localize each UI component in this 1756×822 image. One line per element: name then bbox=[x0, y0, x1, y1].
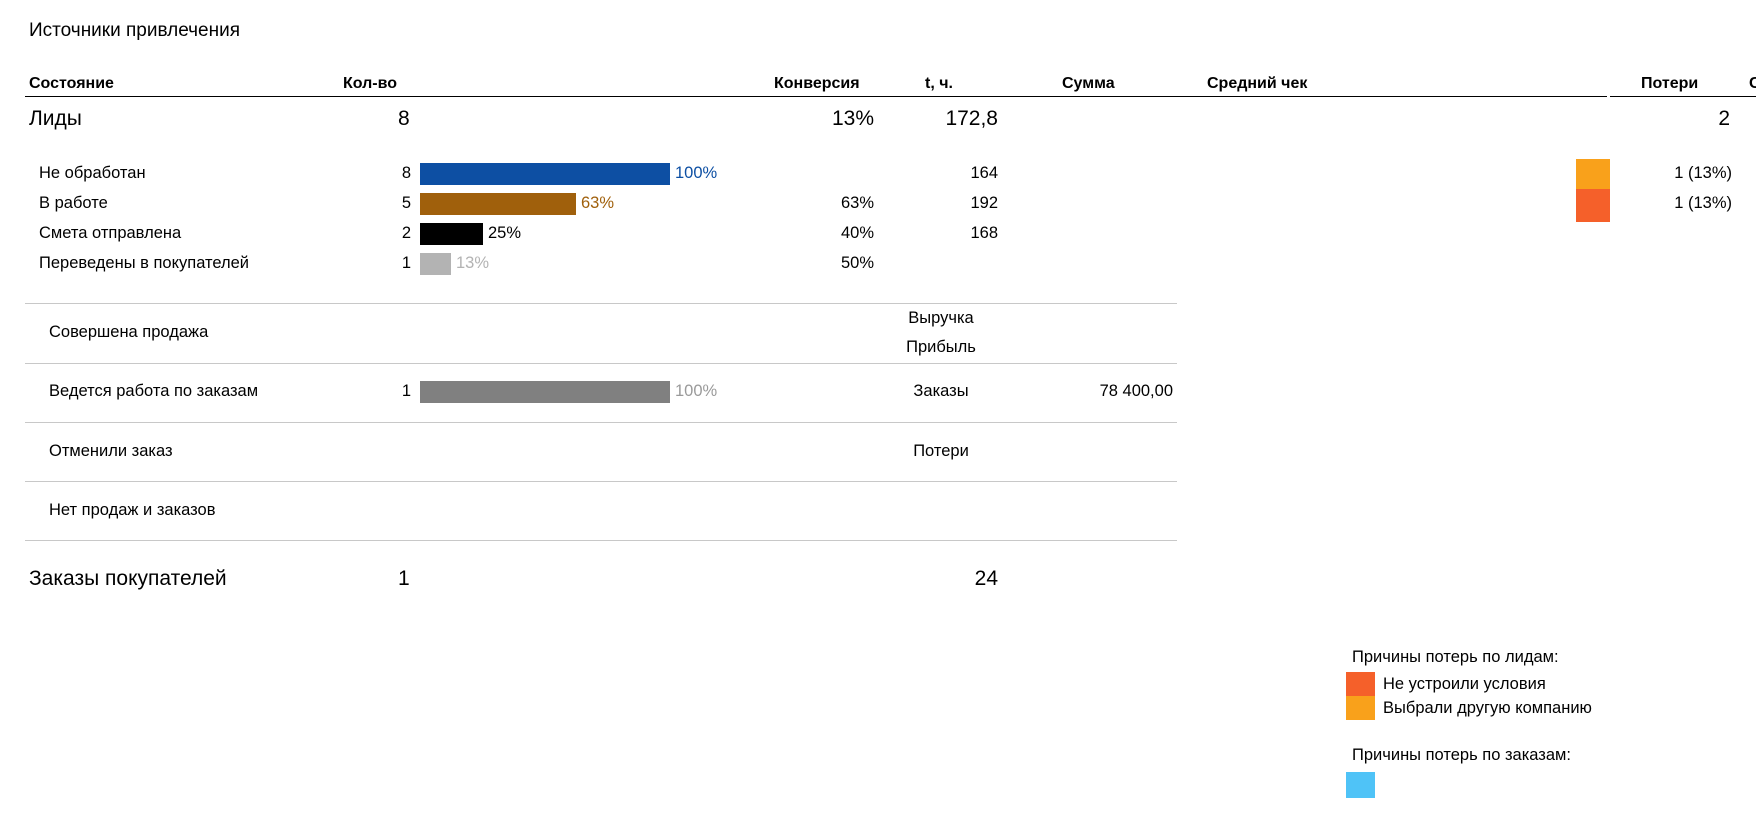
legend-lead-label: Не устроили условия bbox=[1383, 675, 1546, 693]
section-sold-metric-revenue: Выручка bbox=[908, 309, 974, 327]
leads-time: 172,8 bbox=[945, 107, 998, 130]
section-in-work-bar bbox=[420, 381, 670, 403]
header-sum: Сумма bbox=[1062, 75, 1115, 92]
section-cancelled-label: Отменили заказ bbox=[49, 442, 173, 460]
section-sold-metric-profit: Прибыль bbox=[906, 338, 976, 356]
lead-status-pct: 63% bbox=[581, 194, 615, 212]
section-none-label: Нет продаж и заказов bbox=[49, 501, 216, 519]
lead-status-count: 5 bbox=[401, 194, 411, 212]
lead-status-conversion: 50% bbox=[840, 254, 874, 272]
legend-swatch bbox=[1346, 672, 1375, 696]
divider bbox=[25, 363, 1177, 364]
lead-status-pct: 100% bbox=[675, 164, 718, 182]
header-conversion: Конверсия bbox=[774, 75, 860, 92]
header-losses: Потери bbox=[1641, 75, 1699, 92]
lead-status-time: 168 bbox=[970, 224, 998, 242]
header-underline-losses bbox=[1610, 96, 1756, 97]
lead-status-count: 2 bbox=[401, 224, 411, 242]
lead-status-pct: 13% bbox=[456, 254, 490, 272]
loss-marker bbox=[1576, 189, 1610, 222]
section-in-work-count: 1 bbox=[401, 382, 411, 400]
section-in-work-metric: Заказы bbox=[913, 382, 969, 400]
lead-status-conversion: 40% bbox=[840, 224, 874, 242]
section-in-work-sum: 78 400,00 bbox=[1099, 382, 1173, 400]
header-avg-check: Средний чек bbox=[1207, 75, 1308, 92]
lead-status-bar bbox=[420, 193, 576, 215]
section-in-work-label: Ведется работа по заказам bbox=[49, 382, 259, 400]
leads-label: Лиды bbox=[29, 107, 82, 130]
divider bbox=[25, 422, 1177, 423]
leads-losses: 2 bbox=[1718, 107, 1730, 130]
orders-time: 24 bbox=[974, 567, 998, 590]
legend-swatch bbox=[1346, 696, 1375, 720]
lead-status-count: 1 bbox=[401, 254, 411, 272]
lead-status-pct: 25% bbox=[488, 224, 522, 242]
lead-status-count: 8 bbox=[401, 164, 411, 182]
lead-status-bar bbox=[420, 253, 451, 275]
lead-status-label: Смета отправлена bbox=[39, 224, 182, 242]
lead-status-loss: 1 (13%) bbox=[1674, 164, 1732, 182]
orders-count: 1 bbox=[398, 567, 410, 590]
orders-label: Заказы покупателей bbox=[29, 567, 227, 590]
legend-order-title: Причины потерь по заказам: bbox=[1352, 746, 1571, 764]
legend-order-swatch bbox=[1346, 772, 1375, 798]
section-in-work-pct: 100% bbox=[675, 382, 718, 400]
lead-status-time: 164 bbox=[970, 164, 998, 182]
legend-lead-label: Выбрали другую компанию bbox=[1383, 699, 1592, 717]
header-count: Кол-во bbox=[343, 75, 398, 92]
page-title: Источники привлечения bbox=[29, 20, 241, 41]
header-underline bbox=[25, 96, 1607, 97]
lead-status-label: В работе bbox=[39, 194, 108, 212]
lead-status-time: 192 bbox=[970, 194, 998, 212]
divider bbox=[25, 481, 1177, 482]
divider bbox=[25, 540, 1177, 541]
lead-status-bar bbox=[420, 223, 483, 245]
leads-conversion: 13% bbox=[831, 107, 874, 130]
lead-status-bar bbox=[420, 163, 670, 185]
loss-marker bbox=[1576, 159, 1610, 192]
header-state: Состояние bbox=[29, 75, 114, 92]
section-sold-label: Совершена продажа bbox=[49, 323, 209, 341]
divider bbox=[25, 303, 1177, 304]
section-cancelled-metric: Потери bbox=[913, 442, 969, 460]
lead-status-conversion: 63% bbox=[840, 194, 874, 212]
legend-lead-title: Причины потерь по лидам: bbox=[1352, 648, 1559, 666]
leads-count: 8 bbox=[398, 107, 410, 130]
header-cut: С bbox=[1749, 75, 1756, 92]
header-time: t, ч. bbox=[925, 75, 953, 92]
lead-status-label: Не обработан bbox=[39, 164, 146, 182]
lead-status-loss: 1 (13%) bbox=[1674, 194, 1732, 212]
lead-status-label: Переведены в покупателей bbox=[39, 254, 250, 272]
